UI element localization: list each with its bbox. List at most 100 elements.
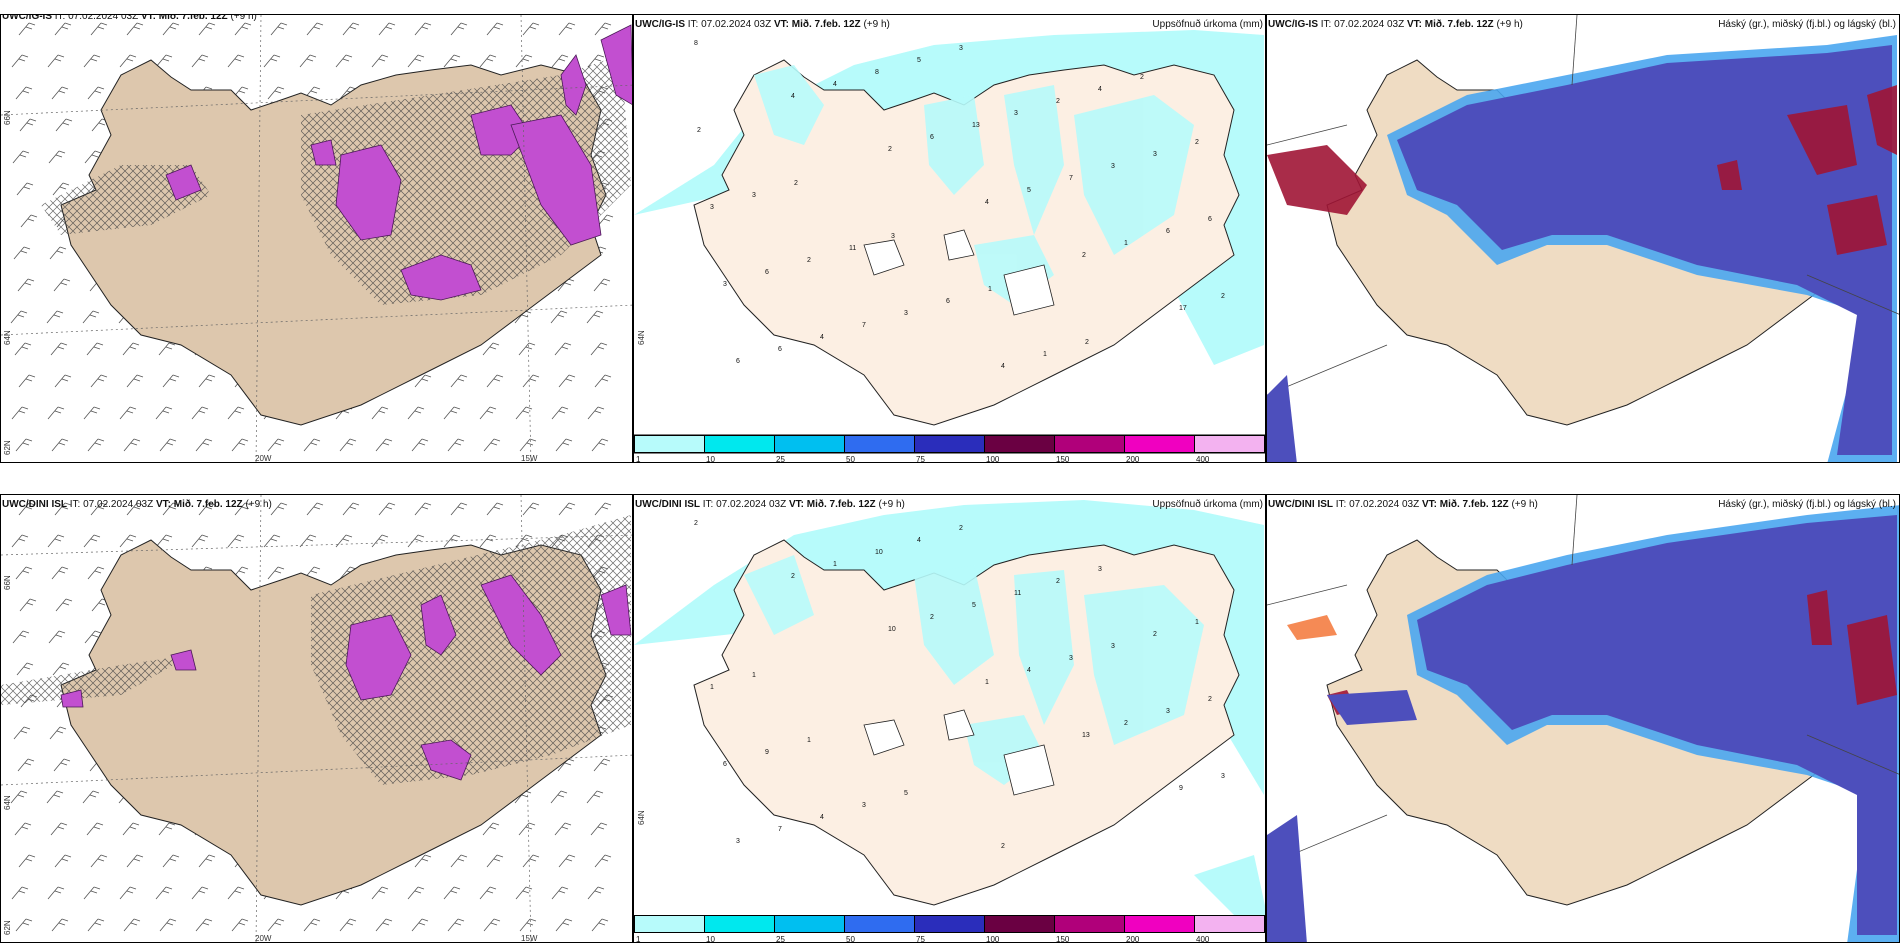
wind-barb — [90, 374, 108, 388]
wind-barb — [303, 918, 321, 932]
precip-amount-label: 2 — [1195, 139, 1199, 146]
wind-barb — [84, 630, 102, 644]
wind-barb — [306, 502, 324, 516]
colorbar-segment — [1195, 916, 1264, 932]
wind-barb — [55, 598, 73, 612]
precip-amount-label: 8 — [694, 40, 698, 47]
wind-barb — [306, 22, 324, 36]
wind-barb — [303, 438, 321, 452]
wind-barb — [158, 342, 176, 356]
wind-barb — [191, 54, 209, 68]
wind-barb — [486, 854, 504, 868]
wind-barb — [515, 534, 533, 548]
wind-barb — [19, 118, 37, 132]
wind-barb — [522, 854, 540, 868]
wind-barb — [594, 374, 612, 388]
wind-barb — [52, 182, 70, 196]
precip-colorbar — [634, 915, 1265, 933]
wind-barb — [54, 854, 72, 868]
lead-time: (+9 h) — [230, 14, 257, 22]
wind-barb — [47, 886, 65, 900]
wind-barb — [191, 406, 209, 420]
wind-barb — [198, 22, 216, 36]
precip-amount-label: 2 — [807, 257, 811, 264]
wind-barb — [378, 22, 396, 36]
precip-amount-label: 4 — [820, 814, 824, 821]
wind-barb — [342, 502, 360, 516]
lead-time: (+9 h) — [1496, 19, 1523, 30]
precip-amount-label: 3 — [1166, 708, 1170, 715]
panel-header: UWC/DINI ISL IT: 07.02.2024 03Z VT: Mið.… — [2, 499, 272, 511]
wind-barb — [414, 374, 432, 388]
colorbar-tick: 200 — [1126, 455, 1140, 463]
wind-barb — [14, 342, 32, 356]
precip-amount-label: 2 — [1085, 339, 1089, 346]
wind-barb — [54, 502, 72, 516]
init-time: IT: 07.02.2024 03Z — [69, 499, 154, 510]
precip-amount-label: 2 — [1140, 74, 1144, 81]
lat-label: 64N — [3, 330, 12, 345]
precip-amount-label: 1 — [710, 684, 714, 691]
colorbar-tick: 75 — [916, 455, 925, 463]
wind-barb — [198, 854, 216, 868]
valid-time: VT: Mið. 7.feb. 12Z — [773, 19, 861, 30]
wind-barb — [447, 918, 465, 932]
wind-barb — [12, 630, 30, 644]
precip-amount-label: 9 — [765, 749, 769, 756]
wind-barb — [86, 342, 104, 356]
wind-barb — [486, 374, 504, 388]
wind-barb — [18, 22, 36, 36]
valid-time: VT: Mið. 7.feb. 12Z — [1421, 499, 1509, 510]
wind-barb — [227, 534, 245, 548]
precip-amount-label: 1 — [988, 286, 992, 293]
wind-barb — [587, 54, 605, 68]
wind-panel-top: UWC/IG-IS IT: 07.02.2024 03Z VT: Mið. 7.… — [0, 14, 633, 463]
lon-label: 20W — [255, 454, 272, 463]
wind-barb — [126, 374, 144, 388]
model-name: UWC/IG-IS — [1268, 19, 1318, 30]
precip-amount-label: 9 — [1179, 785, 1183, 792]
wind-barb — [234, 502, 252, 516]
wind-barb — [558, 374, 576, 388]
wind-barb — [267, 438, 285, 452]
precip-amount-label: 3 — [904, 310, 908, 317]
colorbar-tick: 150 — [1056, 455, 1070, 463]
colorbar-tick: 75 — [916, 935, 925, 943]
wind-barb — [447, 438, 465, 452]
wind-barb — [87, 918, 105, 932]
colorbar-segment — [775, 436, 845, 452]
precip-amount-label: 13 — [1082, 732, 1090, 739]
wind-barb — [119, 886, 137, 900]
valid-time: VT: Mið. 7.feb. 12Z — [1406, 19, 1494, 30]
wind-barb — [162, 854, 180, 868]
wind-barb — [371, 534, 389, 548]
colorbar-tick: 100 — [986, 935, 1000, 943]
wind-barb — [14, 822, 32, 836]
colorbar-tick: 25 — [776, 455, 785, 463]
wind-barb — [518, 342, 536, 356]
panel-header: UWC/IG-IS IT: 07.02.2024 03Z VT: Mið. 7.… — [635, 19, 890, 31]
colorbar-tick: 150 — [1056, 935, 1070, 943]
lon-label: 20W — [255, 934, 272, 943]
precip-panel-bottom: 2 2 10 1 13 9 3 1 2 4 2 3 7 10 5 3 3 6 4 4 11 3 2 9 3 2 2 2 1 1 5 2 3 1 1 … — [633, 494, 1266, 943]
precip-amount-label: 4 — [917, 537, 921, 544]
lead-time: (+9 h) — [1511, 499, 1538, 510]
wind-barb — [270, 502, 288, 516]
precip-amount-label: 10 — [888, 626, 896, 633]
wind-barb — [227, 886, 245, 900]
wind-barb — [227, 406, 245, 420]
colorbar-tick: 100 — [986, 455, 1000, 463]
precip-amount-label: 7 — [862, 322, 866, 329]
precip-amount-label: 5 — [1027, 187, 1031, 194]
wind-barb — [450, 854, 468, 868]
wind-barb — [586, 310, 604, 324]
wind-barb — [551, 54, 569, 68]
precip-amount-label: 2 — [959, 525, 963, 532]
wind-barb — [554, 822, 572, 836]
wind-barb — [87, 566, 105, 580]
wind-barb — [126, 854, 144, 868]
wind-barb — [515, 406, 533, 420]
precip-amount-label: 2 — [1082, 252, 1086, 259]
wind-barb — [83, 534, 101, 548]
wind-barb — [407, 534, 425, 548]
